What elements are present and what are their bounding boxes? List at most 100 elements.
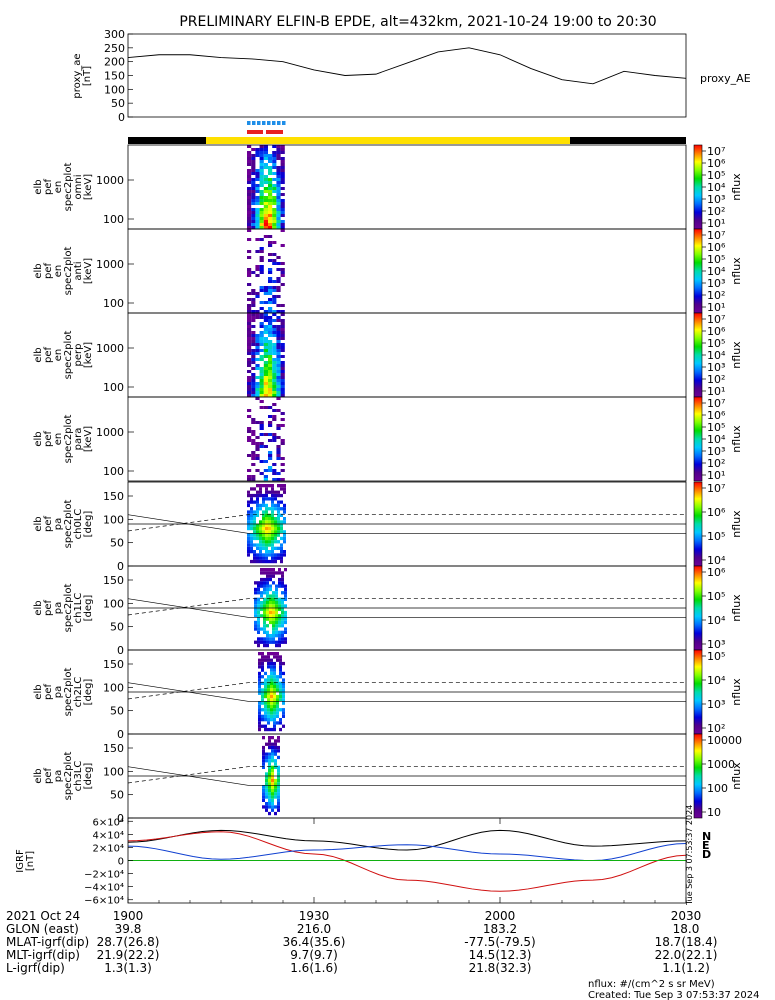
pa-pixel bbox=[250, 497, 253, 501]
spec-pixel bbox=[280, 229, 285, 232]
colorbar-tick-label: 10⁵ bbox=[707, 530, 725, 543]
pa-pixel bbox=[268, 752, 271, 756]
spec-pixel bbox=[247, 322, 252, 325]
pa-pixel bbox=[250, 520, 253, 524]
pa-pixel bbox=[277, 546, 280, 550]
spec-pixel bbox=[251, 379, 256, 382]
igrf-ytick-label: −2×10⁴ bbox=[84, 870, 124, 881]
pa-pixel bbox=[276, 688, 279, 692]
pa-ytick-label: 0 bbox=[117, 644, 124, 657]
pa-pixel bbox=[271, 513, 274, 517]
spec-pixel bbox=[255, 214, 260, 217]
pa-pixel bbox=[267, 685, 270, 689]
pa-pixel bbox=[260, 627, 263, 631]
spec-pixel bbox=[255, 442, 260, 445]
pa-pixel bbox=[270, 727, 273, 732]
pa-pixel bbox=[259, 559, 262, 564]
spec-pixel bbox=[247, 190, 252, 193]
pa-pixel bbox=[260, 604, 263, 608]
colorbar-tick-label: 100 bbox=[707, 782, 728, 795]
pa-pixel bbox=[263, 637, 266, 641]
pa-pixel bbox=[274, 752, 277, 756]
colorbar-tick-label: 10⁷ bbox=[707, 229, 725, 242]
pa-pixel bbox=[258, 704, 261, 709]
pa-pixel bbox=[272, 640, 275, 644]
pa-pixel bbox=[274, 742, 277, 746]
pa-pixel bbox=[284, 610, 287, 615]
pa-pixel bbox=[270, 704, 273, 709]
pa-pixel bbox=[266, 610, 269, 615]
spec-pixel bbox=[259, 376, 264, 379]
spec-pixel bbox=[276, 145, 281, 148]
pa-pixel bbox=[283, 507, 286, 511]
pa-pixel bbox=[273, 718, 276, 722]
pa-pixel bbox=[256, 497, 259, 501]
colorbar-tick-label: 10⁵ bbox=[707, 169, 725, 182]
colorbar-tick-label: 10⁴ bbox=[707, 265, 726, 278]
spec-pixel bbox=[259, 223, 264, 226]
pa-pixel bbox=[253, 533, 256, 537]
pa-pixel bbox=[275, 624, 278, 628]
ae-line bbox=[127, 47, 687, 85]
pa-pixel bbox=[274, 749, 277, 753]
spec-pixel bbox=[280, 199, 285, 202]
pa-pixel bbox=[282, 724, 285, 728]
spec-pixel bbox=[272, 262, 277, 265]
spec-pixel bbox=[251, 457, 256, 460]
spec-pixel bbox=[272, 379, 277, 382]
pa-pixel bbox=[276, 694, 279, 699]
spec-pixel bbox=[263, 151, 268, 154]
igrf-line bbox=[127, 831, 687, 892]
colorbar-tick-label: 10³ bbox=[707, 698, 725, 711]
spec-pixel bbox=[259, 214, 264, 217]
spec-pixel bbox=[247, 217, 252, 220]
pa-pixel bbox=[262, 517, 265, 521]
spec-ytick-label: 1000 bbox=[96, 174, 124, 187]
pa-pixel bbox=[250, 523, 253, 527]
spec-pixel bbox=[272, 211, 277, 214]
pa-pixel bbox=[256, 546, 259, 550]
pa-pixel bbox=[268, 798, 271, 802]
spec-pixel bbox=[247, 316, 252, 319]
pa-pixel bbox=[262, 788, 265, 793]
pa-pixel bbox=[254, 581, 257, 585]
spec-pixel bbox=[268, 364, 273, 367]
pa-pixel bbox=[284, 587, 287, 592]
pa-pixel bbox=[270, 671, 273, 676]
spec-pixel bbox=[276, 394, 281, 397]
axis-label-line: [nT] bbox=[25, 851, 36, 871]
pa-pixel bbox=[277, 540, 280, 544]
spec-pixel bbox=[255, 148, 260, 151]
axis-label-line: anti bbox=[73, 261, 84, 280]
spec-pixel bbox=[268, 268, 273, 271]
spec-pixel bbox=[247, 310, 252, 313]
pa-pixel bbox=[250, 493, 253, 498]
spec-pixel bbox=[251, 187, 256, 190]
pa-pixel bbox=[253, 510, 256, 514]
pa-pixel bbox=[265, 517, 268, 521]
pa-pixel bbox=[258, 685, 261, 689]
pa-pixel bbox=[257, 637, 260, 641]
spec-pixel bbox=[255, 199, 260, 202]
pa-pixel bbox=[261, 655, 264, 659]
pa-pixel bbox=[272, 630, 275, 634]
spec-pixel bbox=[268, 406, 273, 409]
spec-pixel bbox=[247, 436, 252, 439]
spec-pixel bbox=[263, 361, 268, 364]
pa-pixel bbox=[262, 530, 265, 534]
spec-ytick-label: 100 bbox=[103, 297, 124, 310]
spec-pixel bbox=[263, 379, 268, 382]
spec-pixel bbox=[276, 370, 281, 373]
spec-pixel bbox=[251, 382, 256, 385]
pa-pixel bbox=[250, 533, 253, 537]
colorbar-tick-label: 10¹ bbox=[707, 217, 725, 230]
science-zone-mark bbox=[262, 121, 266, 125]
axis-label-line: proxy_ae bbox=[72, 53, 83, 98]
spec-pixel bbox=[263, 235, 268, 238]
axis-label-line: spec2plot bbox=[63, 752, 74, 801]
pa-pixel bbox=[259, 503, 262, 508]
spec-pixel bbox=[263, 310, 268, 313]
pa-pixel bbox=[247, 500, 250, 504]
spec-pixel bbox=[247, 430, 252, 433]
pa-pixel bbox=[257, 630, 260, 634]
